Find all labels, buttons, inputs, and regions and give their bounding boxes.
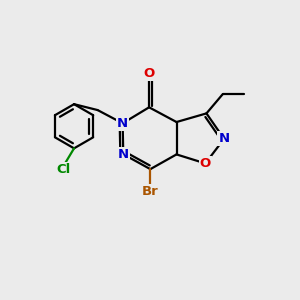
Text: Br: Br (142, 185, 159, 198)
Text: Cl: Cl (57, 163, 71, 176)
Text: O: O (200, 157, 211, 170)
Text: N: N (118, 148, 129, 161)
Text: N: N (117, 117, 128, 130)
Text: N: N (218, 132, 230, 145)
Text: O: O (143, 67, 155, 80)
